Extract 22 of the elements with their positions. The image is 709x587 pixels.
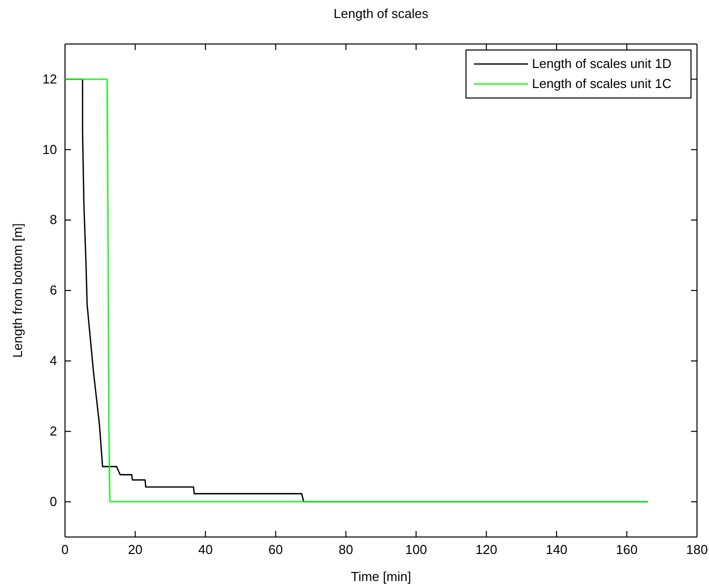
y-tick-label: 0 xyxy=(50,494,57,509)
x-tick-label: 100 xyxy=(405,542,427,558)
x-tick-label: 0 xyxy=(61,542,69,558)
y-tick-label: 6 xyxy=(50,282,57,298)
x-tick-label: 20 xyxy=(128,542,142,558)
x-tick-label: 120 xyxy=(475,542,498,558)
x-axis-title: Time [min] xyxy=(350,569,412,584)
x-tick-label: 40 xyxy=(198,542,213,558)
y-axis-title: Length from bottom [m] xyxy=(10,223,25,358)
x-tick-label: 180 xyxy=(686,542,708,558)
x-tick-label: 60 xyxy=(268,542,283,558)
y-tick-label: 8 xyxy=(50,212,57,228)
legend-label: Length of scales unit 1D xyxy=(532,56,672,71)
y-tick-label: 4 xyxy=(50,353,57,368)
legend-label: Length of scales unit 1C xyxy=(532,76,672,91)
y-tick-label: 2 xyxy=(50,424,57,439)
chart-title: Length of scales xyxy=(334,6,429,21)
y-tick-label: 10 xyxy=(42,142,57,157)
x-tick-label: 80 xyxy=(338,542,354,558)
x-tick-label: 160 xyxy=(616,542,638,558)
x-tick-label: 140 xyxy=(546,542,568,558)
y-tick-label: 12 xyxy=(42,71,57,86)
